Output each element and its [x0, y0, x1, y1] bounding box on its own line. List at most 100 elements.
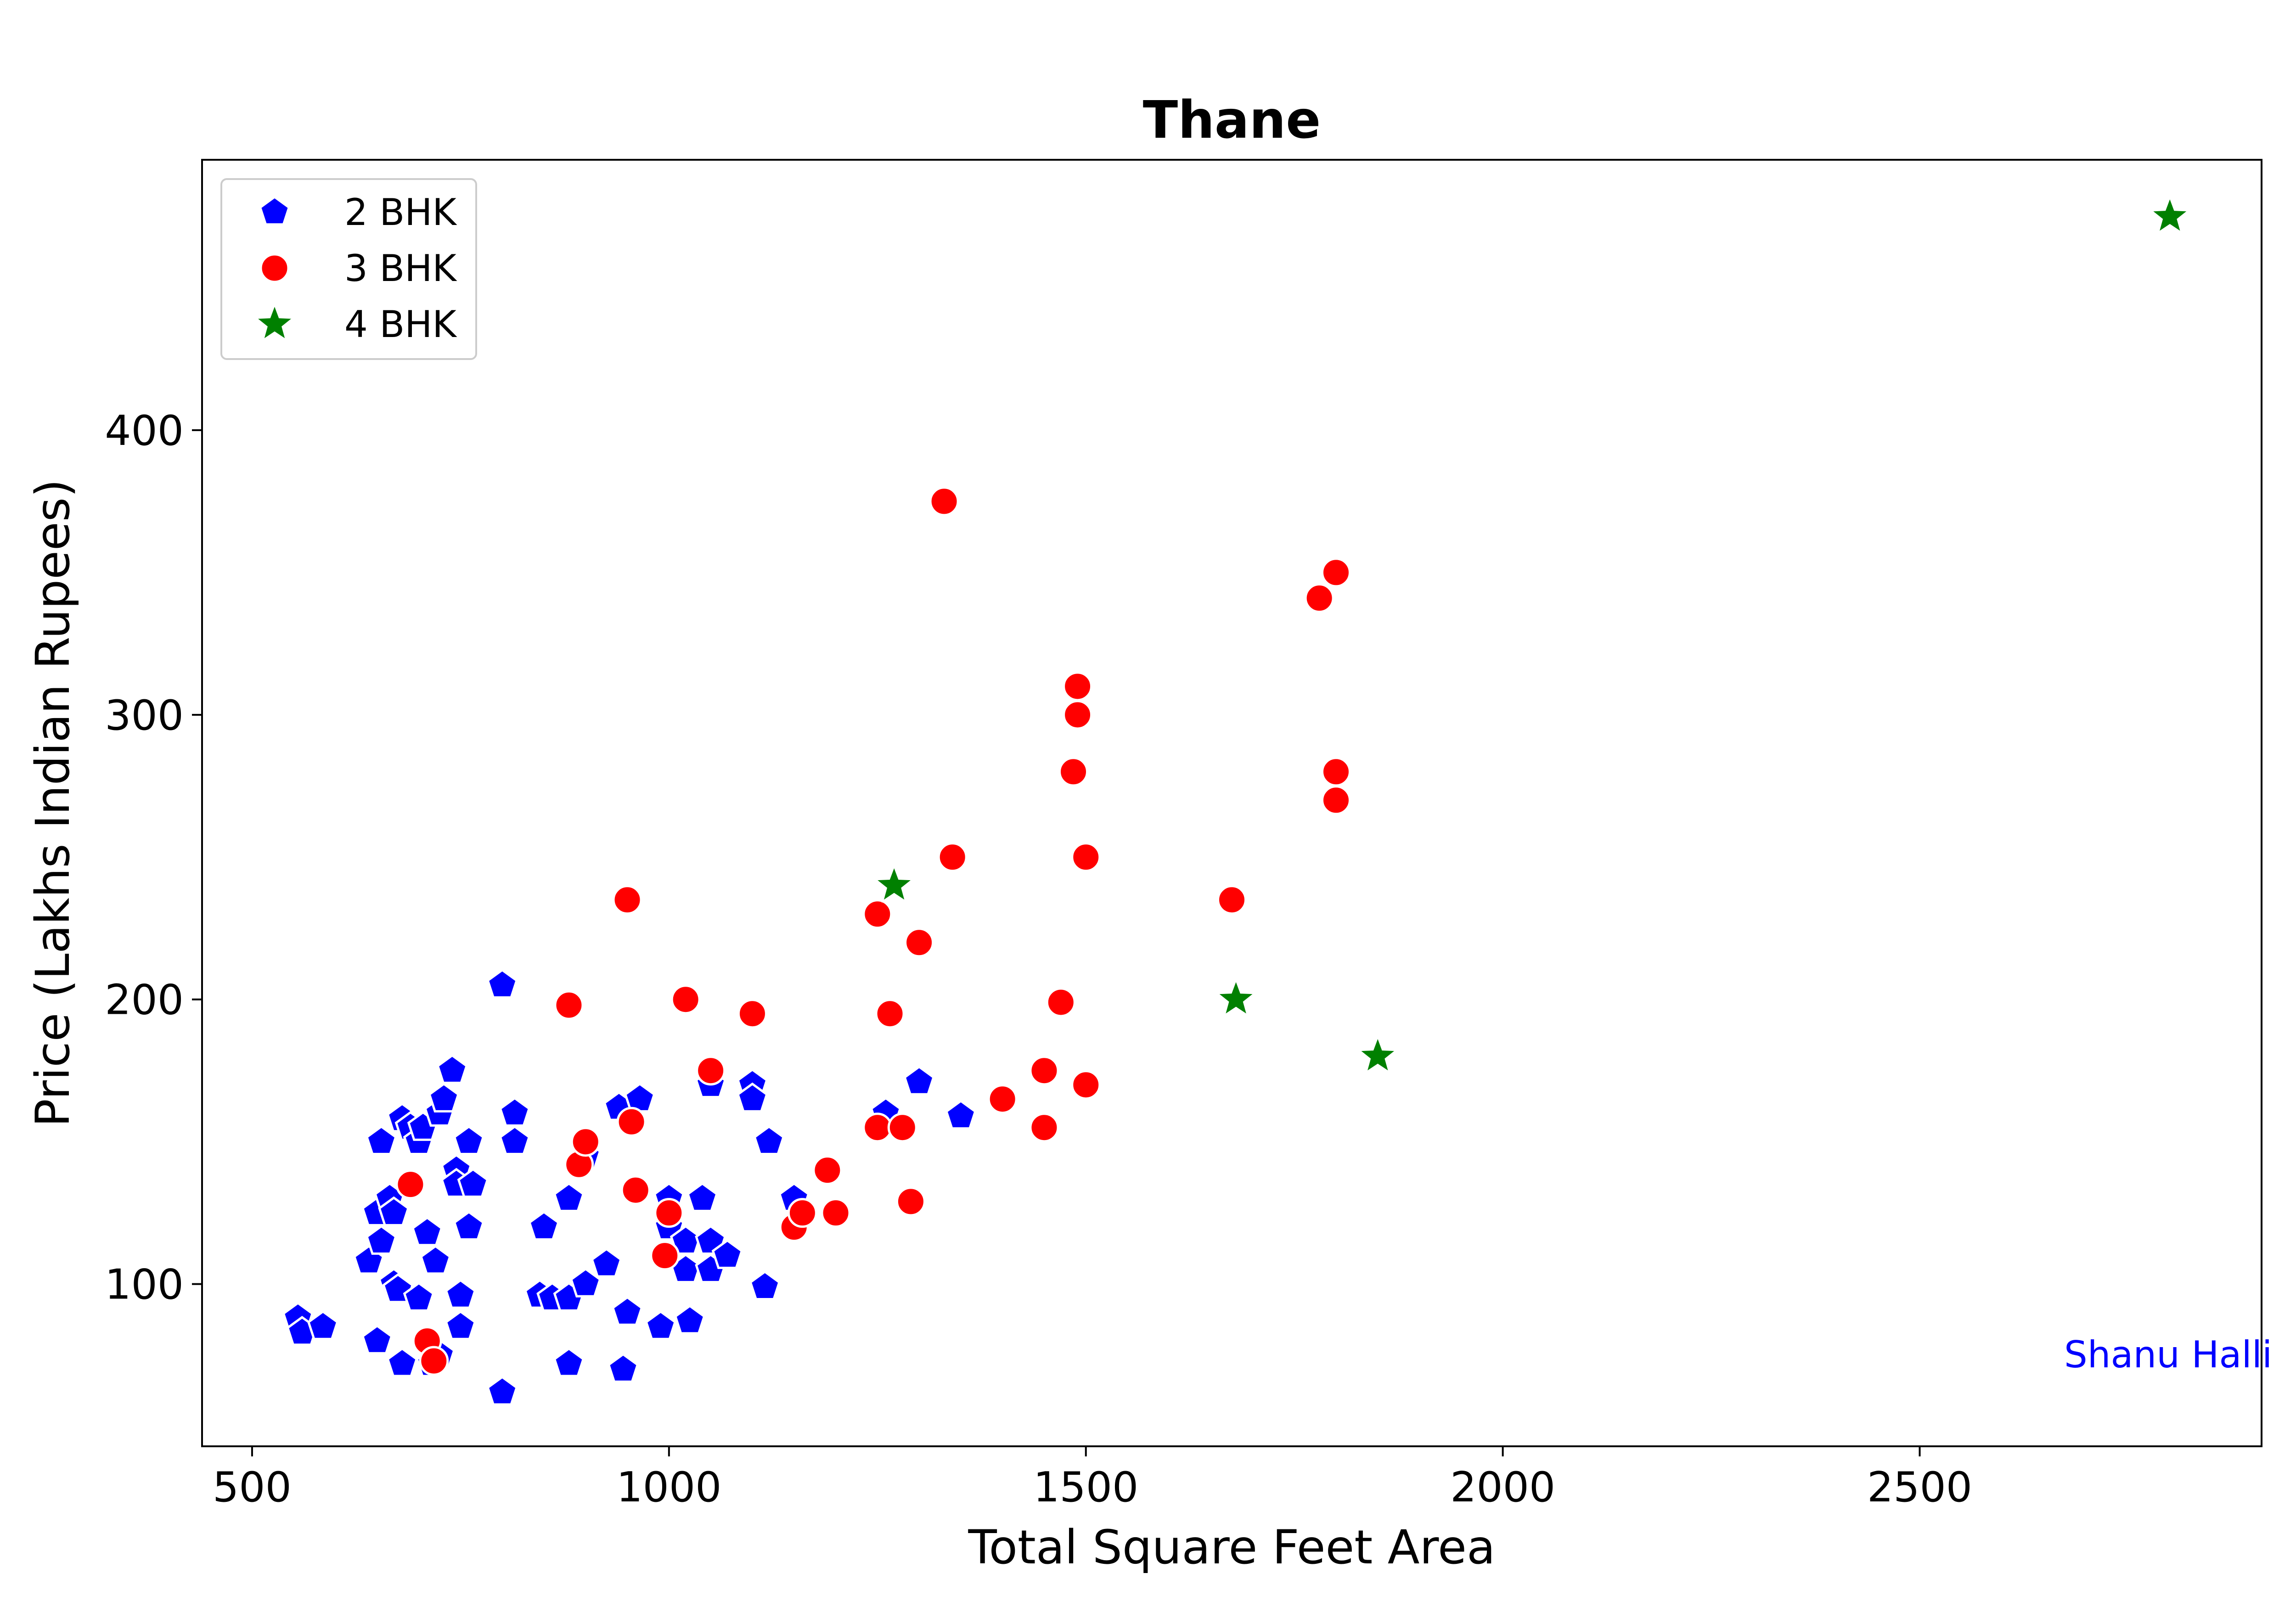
y-axis: 100 200 300 400	[105, 407, 202, 1309]
legend-box	[220, 178, 477, 360]
legend-label: 3 BHK	[344, 247, 457, 290]
data-point	[737, 1082, 768, 1113]
data-point	[904, 927, 934, 958]
data-point	[674, 1304, 706, 1335]
data-point	[874, 864, 915, 903]
legend-label: 2 BHK	[344, 191, 457, 234]
data-point	[366, 1225, 397, 1255]
watermark-text: Shanu Halli	[2064, 1333, 2272, 1376]
data-point	[528, 1210, 560, 1241]
data-point	[486, 1376, 518, 1406]
data-point	[812, 1155, 843, 1186]
legend-marker	[254, 303, 295, 342]
data-point	[420, 1245, 451, 1275]
data-point	[1071, 842, 1101, 872]
data-point	[445, 1279, 477, 1309]
data-point	[411, 1216, 443, 1247]
data-point	[569, 1267, 602, 1298]
data-point	[1357, 1035, 1398, 1074]
data-point	[499, 1125, 531, 1155]
data-point	[378, 1196, 410, 1226]
data-point	[607, 1353, 639, 1383]
data-point	[553, 1182, 585, 1212]
data-point	[445, 1310, 477, 1340]
data-point	[591, 1247, 622, 1278]
data-point	[307, 1310, 339, 1340]
data-point	[937, 842, 968, 872]
legend: 2 BHK 3 BHK 4 BHK	[220, 178, 477, 360]
data-point	[1217, 885, 1247, 915]
data-point	[620, 1175, 651, 1205]
data-point	[553, 1347, 585, 1377]
series-3-bhk	[395, 486, 1351, 1376]
data-point	[654, 1198, 684, 1228]
data-point	[1046, 987, 1076, 1017]
x-tick-label: 2000	[1450, 1463, 1555, 1511]
data-point	[453, 1125, 485, 1155]
data-point	[1304, 583, 1334, 613]
data-point	[862, 1113, 893, 1143]
data-point	[987, 1084, 1018, 1114]
data-point	[696, 1056, 726, 1086]
x-tick-label: 1500	[1033, 1463, 1138, 1511]
data-point	[361, 1324, 393, 1354]
data-point	[1216, 978, 1256, 1017]
data-point	[749, 1270, 781, 1300]
y-axis-label: Price (Lakhs Indian Rupees)	[26, 479, 80, 1127]
data-point	[687, 1182, 718, 1212]
data-point	[570, 1127, 601, 1157]
data-point	[1063, 671, 1093, 702]
x-axis-label: Total Square Feet Area	[968, 1520, 1496, 1575]
y-tick-label: 200	[105, 976, 184, 1024]
data-point	[419, 1346, 449, 1376]
chart-title: Thane	[1143, 90, 1321, 150]
data-point	[554, 990, 584, 1020]
data-point	[453, 1210, 485, 1241]
data-point	[403, 1281, 435, 1312]
data-point	[436, 1054, 468, 1084]
data-point	[753, 1125, 785, 1155]
data-point	[428, 1082, 460, 1113]
data-point	[1321, 785, 1351, 815]
data-point	[821, 1198, 851, 1228]
data-point	[612, 885, 642, 915]
x-tick-label: 2500	[1867, 1463, 1972, 1511]
plot-frame	[201, 159, 2262, 1447]
data-point	[945, 1099, 977, 1130]
series-4-bhk	[874, 195, 2190, 1074]
legend-marker	[259, 195, 291, 226]
data-point	[457, 1168, 489, 1198]
data-point	[1029, 1113, 1059, 1143]
x-axis: 500 1000 1500 2000 2500	[213, 1446, 1972, 1511]
data-point	[611, 1296, 643, 1326]
y-tick-label: 100	[105, 1261, 184, 1309]
x-tick-label: 500	[213, 1463, 292, 1511]
data-point	[887, 1113, 917, 1143]
data-point	[650, 1241, 680, 1271]
legend-label: 4 BHK	[344, 303, 457, 346]
data-point	[2150, 195, 2190, 234]
data-point	[737, 999, 767, 1029]
data-point	[645, 1310, 677, 1340]
data-point	[366, 1125, 397, 1155]
data-point	[787, 1198, 817, 1228]
data-point	[1063, 700, 1093, 730]
data-point	[1058, 757, 1088, 787]
x-tick-label: 1000	[616, 1463, 721, 1511]
data-point	[1321, 557, 1351, 588]
data-point	[386, 1347, 418, 1377]
data-point	[929, 486, 959, 517]
plot-marks	[282, 195, 2190, 1406]
data-point	[486, 968, 518, 999]
data-point	[711, 1239, 743, 1269]
data-point	[903, 1065, 935, 1096]
data-point	[395, 1169, 426, 1200]
data-point	[1071, 1070, 1101, 1100]
legend-marker	[259, 253, 290, 283]
data-point	[670, 984, 701, 1015]
data-point	[1321, 757, 1351, 787]
data-point	[875, 999, 905, 1029]
data-point	[895, 1186, 926, 1217]
data-point	[862, 899, 893, 929]
